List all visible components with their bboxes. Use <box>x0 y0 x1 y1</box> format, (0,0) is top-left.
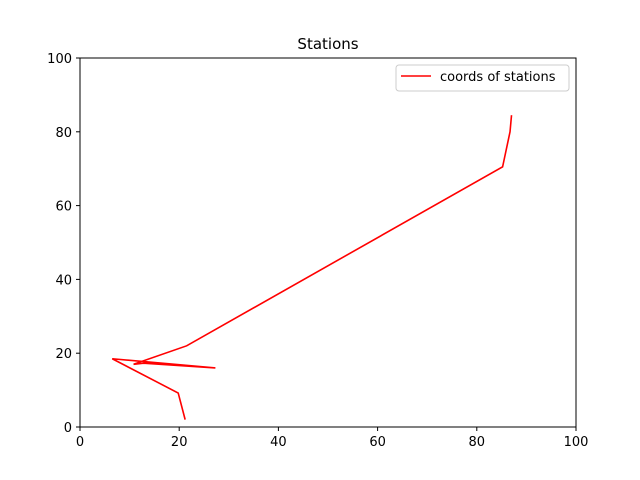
x-tick-label: 100 <box>564 435 589 450</box>
x-tick-label: 80 <box>469 435 486 450</box>
y-tick-label: 20 <box>55 347 72 362</box>
legend-box <box>395 64 570 92</box>
series-layer <box>111 115 513 420</box>
x-axis-ticks: 0 20 40 60 80 100 <box>76 427 589 450</box>
x-tick-label: 20 <box>171 435 188 450</box>
y-axis-ticks: 0 20 40 60 80 100 <box>47 52 80 436</box>
x-tick-label: 0 <box>76 435 84 450</box>
y-tick-label: 60 <box>55 200 72 215</box>
chart-title: Stations <box>297 35 358 53</box>
plot-area: 0 20 40 60 80 100 0 20 40 60 80 100 <box>47 52 588 450</box>
y-tick-label: 80 <box>55 126 72 141</box>
y-tick-label: 0 <box>64 421 72 436</box>
plot-frame <box>79 57 577 428</box>
x-tick-label: 40 <box>270 435 287 450</box>
y-tick-label: 40 <box>55 273 72 288</box>
legend-label: coords of stations <box>440 70 556 85</box>
y-tick-label: 100 <box>47 52 72 67</box>
x-tick-label: 60 <box>369 435 386 450</box>
series-line-0 <box>111 115 513 420</box>
legend: coords of stations <box>395 64 570 92</box>
